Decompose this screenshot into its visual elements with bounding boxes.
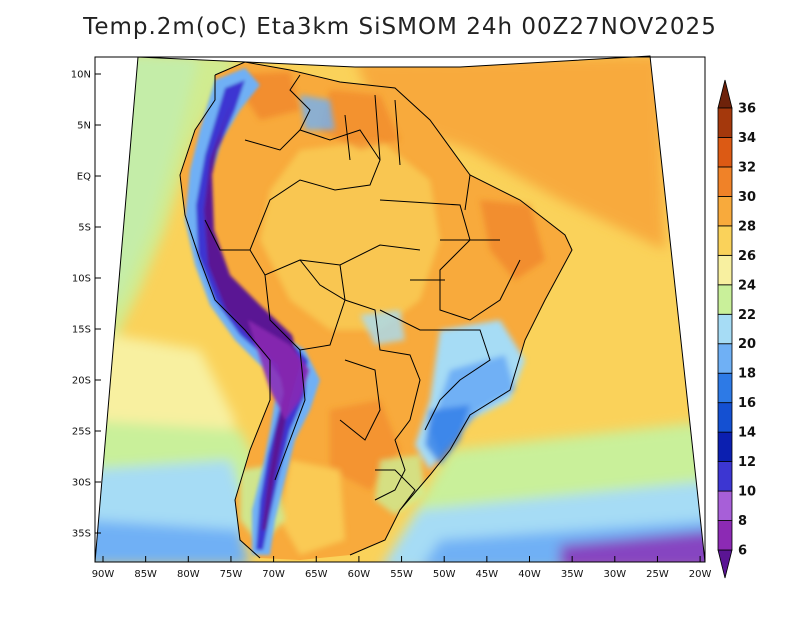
- lon-tick-label: 60W: [348, 569, 371, 580]
- lat-tick-label: 10N: [71, 70, 91, 81]
- colorbar-level-label: 22: [738, 308, 756, 323]
- lat-tick-label: 30S: [72, 478, 91, 489]
- brazil-border: [244, 129, 421, 501]
- pacific-coastline: [179, 75, 271, 559]
- lon-tick-label: 30W: [603, 569, 626, 580]
- lat-tick-label: 5N: [77, 121, 91, 132]
- latitude-axis: 10N 5N EQ 5S 10S 15S 20S 25S 30S 35S: [71, 70, 101, 540]
- andes-coldest-band: [204, 100, 300, 530]
- axes-frame: [94, 56, 706, 563]
- lon-tick-label: 25W: [646, 569, 669, 580]
- lon-tick-label: 50W: [433, 569, 456, 580]
- colorbar-level-label: 32: [738, 160, 756, 175]
- serra-cold-spot: [425, 405, 470, 465]
- colorbar-segment: [717, 107, 733, 138]
- colorbar-max-triangle: [717, 79, 733, 109]
- amazon-mild-patch: [260, 140, 440, 330]
- lon-tick-label: 65W: [305, 569, 328, 580]
- lon-tick-label: 55W: [390, 569, 413, 580]
- northeast-warm-patch: [480, 200, 545, 280]
- lon-tick-label: 85W: [134, 569, 157, 580]
- guianas-borders: [344, 94, 401, 166]
- pampas-mild-patch: [280, 460, 345, 555]
- colorbar-segment: [717, 431, 733, 462]
- lat-tick-label: 20S: [72, 376, 91, 387]
- colorbar-segment: [717, 284, 733, 315]
- lon-tick-label: 20W: [689, 569, 712, 580]
- altiplano-cold-core: [248, 320, 310, 420]
- political-borders: [179, 61, 573, 559]
- colorbar: 6 8 10 12 14 16 18 20 22 24 26 28 30 32 34 36: [717, 79, 756, 579]
- lon-tick-label: 45W: [476, 569, 499, 580]
- colorbar-level-label: 6: [738, 544, 747, 559]
- colorbar-level-label: 14: [738, 426, 756, 441]
- colorbar-segment: [717, 166, 733, 197]
- colorbar-min-triangle: [717, 549, 733, 579]
- temperature-field: [95, 56, 705, 562]
- colorbar-segment: [717, 225, 733, 256]
- colorbar-level-label: 30: [738, 190, 756, 205]
- venezuela-colombia-border: [289, 74, 311, 131]
- colorbar-level-label: 26: [738, 249, 756, 264]
- atlantic-far-south-cold: [560, 530, 705, 562]
- brazil-west-state-borders: [299, 244, 440, 331]
- colorbar-level-label: 24: [738, 278, 756, 293]
- colorbar-segment: [717, 195, 733, 227]
- brazil-state-borders: [379, 174, 521, 431]
- colorbar-segment: [717, 402, 733, 433]
- lat-tick-label: 10S: [72, 274, 91, 285]
- colorbar-level-label: 28: [738, 219, 756, 234]
- colorbar-segment: [717, 343, 733, 374]
- lon-tick-label: 90W: [92, 569, 115, 580]
- lon-tick-label: 80W: [177, 569, 200, 580]
- colorbar-level-label: 36: [738, 102, 756, 117]
- colorbar-segment: [717, 137, 733, 168]
- colorbar-segment: [717, 490, 733, 521]
- colorbar-level-label: 18: [738, 367, 756, 382]
- colorbar-level-label: 34: [738, 131, 756, 146]
- lon-tick-label: 75W: [220, 569, 243, 580]
- colorbar-segment: [717, 254, 733, 286]
- lat-tick-label: 25S: [72, 427, 91, 438]
- lat-tick-label: 5S: [78, 223, 91, 234]
- colorbar-level-label: 16: [738, 396, 756, 411]
- map-title: Temp.2m(oC) Eta3km SiSMOM 24h 00Z27NOV20…: [83, 14, 717, 40]
- colorbar-level-label: 8: [738, 514, 747, 529]
- paraguay-border: [339, 359, 381, 441]
- lon-tick-label: 40W: [518, 569, 541, 580]
- longitude-axis: 90W 85W 80W 75W 70W 65W 60W 55W 50W 45W 40W 35W 30W 2…: [92, 556, 712, 580]
- colorbar-segment: [717, 372, 733, 404]
- tropical-atlantic-warm: [355, 56, 665, 250]
- uruguay-border: [375, 469, 416, 511]
- lat-tick-label: EQ: [77, 172, 91, 183]
- colorbar-level-label: 12: [738, 455, 756, 470]
- planalto-cool-spot: [360, 310, 405, 345]
- lat-tick-label: 35S: [72, 529, 91, 540]
- peru-ecuador-border: [204, 219, 250, 251]
- lon-tick-label: 70W: [262, 569, 285, 580]
- lon-tick-label: 35W: [561, 569, 584, 580]
- pacific-coldest-band: [95, 520, 250, 562]
- guiana-warm-patch: [320, 90, 400, 150]
- atlantic-coastline: [214, 61, 573, 556]
- colorbar-segment: [717, 313, 733, 345]
- tepuis-cool-spot: [300, 95, 335, 130]
- lat-tick-label: 15S: [72, 325, 91, 336]
- colorbar-segment: [717, 461, 733, 492]
- colorbar-level-label: 10: [738, 485, 756, 500]
- south-america-land: [180, 62, 572, 560]
- chile-argentina-border: [274, 349, 306, 481]
- colorbar-level-label: 20: [738, 337, 756, 352]
- colorbar-segment: [717, 520, 733, 551]
